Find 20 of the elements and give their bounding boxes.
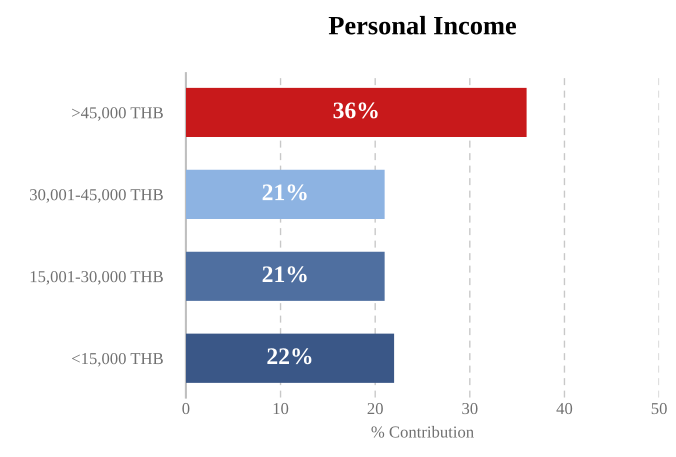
x-tick-label: 10 xyxy=(274,402,288,414)
x-tick-label: 30 xyxy=(462,402,478,414)
data-label: 36% xyxy=(334,102,378,118)
bar xyxy=(186,334,394,383)
x-tick-label: 40 xyxy=(556,402,572,414)
bar xyxy=(186,252,385,301)
y-tick-label: <15,000 THB xyxy=(72,352,163,367)
y-tick-label: >45,000 THB xyxy=(72,107,163,121)
data-label: 21% xyxy=(262,184,307,200)
data-label: 21% xyxy=(262,266,307,282)
data-label: 22% xyxy=(267,348,312,364)
y-tick-label: 15,001-30,000 THB xyxy=(30,271,163,285)
y-tick-label: 30,001-45,000 THB xyxy=(30,189,163,203)
x-tick-label: 50 xyxy=(652,402,667,414)
bar xyxy=(186,170,385,219)
x-tick-label: 20 xyxy=(368,402,383,414)
x-axis-title: % Contribution xyxy=(371,426,474,438)
chart-title: Personal Income xyxy=(328,16,516,34)
bar xyxy=(186,88,527,138)
x-tick-label: 0 xyxy=(182,402,190,414)
